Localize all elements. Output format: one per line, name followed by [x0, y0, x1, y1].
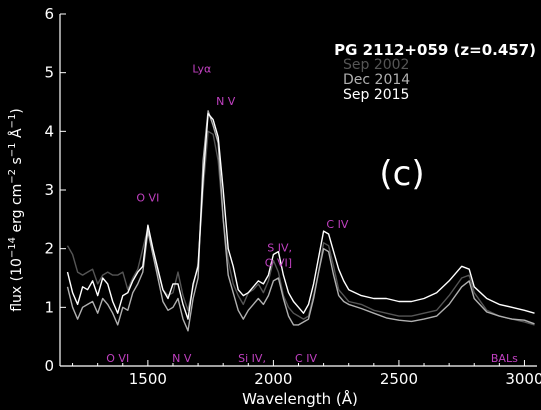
line-labels: Lyα N V O VI S IV,O VI] C IV O VI N V Si IV, C I… [106, 63, 518, 365]
panel-label: (c) [379, 154, 424, 194]
chart-title: PG 2112+059 (z=0.457) [334, 41, 536, 59]
absorption-line-label: Si IV, [238, 352, 266, 365]
series-group [66, 110, 535, 332]
x-tick-label: 1500 [129, 370, 167, 388]
legend-entry: Dec 2014 [343, 72, 410, 88]
absorption-line-label: C IV [295, 352, 317, 365]
x-tick-label: 3000 [505, 370, 541, 388]
y-tick-label: 6 [44, 5, 54, 23]
axes: 0 1 2 3 4 5 6 1500 2000 2500 3000 [44, 5, 541, 388]
legend-entry: Sep 2015 [343, 87, 409, 103]
y-axis-label: flux (10−14 erg cm−2 s−1 Å−1) [7, 108, 25, 312]
x-tick-label: 2500 [380, 370, 418, 388]
emission-line-label: S IV, [267, 242, 292, 255]
series-line-2 [66, 110, 535, 332]
emission-line-label: C IV [326, 218, 348, 231]
emission-line-label: Lyα [192, 63, 211, 76]
series-line-3 [66, 112, 535, 320]
emission-line-label: O VI] [265, 256, 292, 269]
y-tick-label: 4 [44, 122, 54, 140]
y-tick-label: 0 [44, 357, 54, 375]
y-tick-label: 1 [44, 298, 54, 316]
absorption-line-label: N V [172, 352, 192, 365]
absorption-line-label: O VI [106, 352, 129, 365]
emission-line-label: N V [216, 95, 236, 108]
x-tick-label: 2000 [254, 370, 292, 388]
legend-entry: Sep 2002 [343, 57, 409, 73]
y-tick-label: 5 [44, 64, 54, 82]
emission-line-label: O VI [136, 192, 159, 205]
y-tick-label: 2 [44, 240, 54, 258]
x-axis-label: Wavelength (Å) [242, 389, 358, 408]
y-tick-label: 3 [44, 181, 54, 199]
absorption-line-label: BALs [491, 352, 518, 365]
